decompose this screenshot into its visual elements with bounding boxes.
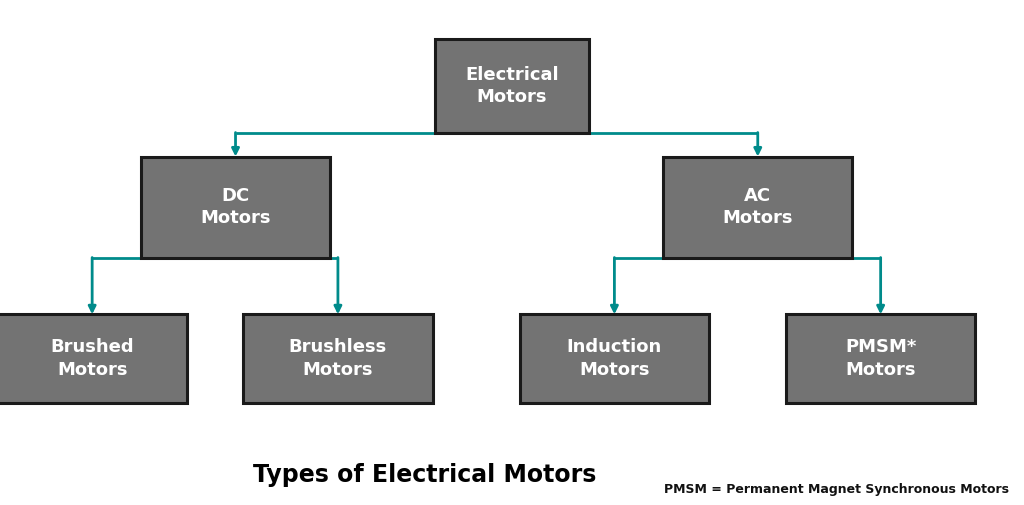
FancyBboxPatch shape	[141, 157, 330, 258]
Text: DC
Motors: DC Motors	[201, 187, 270, 227]
FancyBboxPatch shape	[0, 314, 186, 403]
FancyBboxPatch shape	[435, 39, 589, 133]
Text: Brushed
Motors: Brushed Motors	[50, 338, 134, 379]
Text: AC
Motors: AC Motors	[723, 187, 793, 227]
Text: Induction
Motors: Induction Motors	[566, 338, 663, 379]
FancyBboxPatch shape	[244, 314, 432, 403]
Text: Brushless
Motors: Brushless Motors	[289, 338, 387, 379]
Text: Types of Electrical Motors: Types of Electrical Motors	[253, 463, 597, 487]
FancyBboxPatch shape	[519, 314, 709, 403]
Text: PMSM*
Motors: PMSM* Motors	[845, 338, 916, 379]
FancyBboxPatch shape	[664, 157, 852, 258]
Text: Electrical
Motors: Electrical Motors	[465, 66, 559, 106]
Text: PMSM = Permanent Magnet Synchronous Motors: PMSM = Permanent Magnet Synchronous Moto…	[664, 483, 1009, 496]
FancyBboxPatch shape	[786, 314, 975, 403]
